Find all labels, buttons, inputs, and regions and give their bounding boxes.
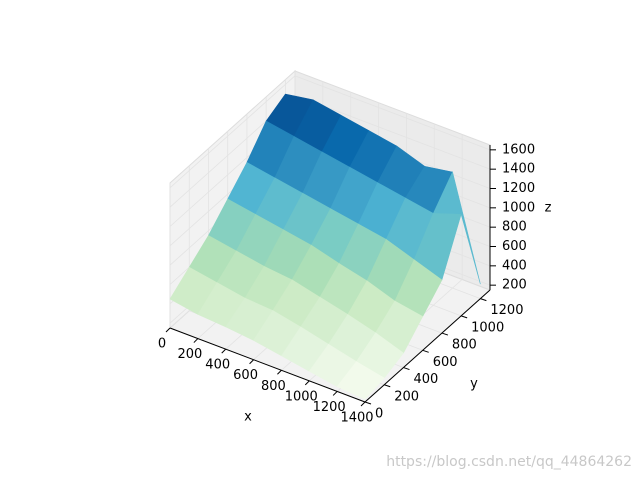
x-tick-label: 0 (158, 337, 166, 352)
y-tick-label: 0 (375, 407, 383, 422)
x-tick-label: 1200 (313, 400, 346, 415)
x-tick-label: 1400 (340, 411, 373, 426)
y-tick-label: 200 (394, 389, 419, 404)
x-tick (193, 338, 199, 343)
x-tick (221, 348, 227, 354)
y-tick-label: 1000 (471, 320, 504, 335)
watermark: https://blog.csdn.net/qq_44864262 (386, 454, 632, 470)
y-axis-label: y (470, 377, 478, 392)
surface-face (336, 361, 385, 400)
x-axis-label: x (244, 410, 252, 425)
x-tick (332, 391, 338, 396)
z-tick-label: 600 (502, 239, 527, 254)
z-tick-label: 400 (502, 258, 527, 273)
z-axis-label: z (545, 201, 552, 216)
y-tick (384, 384, 391, 388)
y-tick (480, 298, 487, 302)
y-tick-label: 600 (433, 355, 458, 370)
y-tick (422, 349, 429, 353)
y-tick (364, 401, 372, 405)
grid-line (169, 75, 296, 189)
grid-line (294, 75, 491, 151)
x-tick-label: 600 (233, 368, 258, 383)
y-tick-label: 400 (413, 372, 438, 387)
y-axis (364, 289, 491, 403)
x-tick-label: 200 (177, 347, 202, 362)
y-tick (403, 367, 410, 371)
x-tick (277, 369, 282, 375)
y-tick (460, 315, 468, 319)
x-axis (169, 327, 366, 403)
x-tick-label: 400 (205, 358, 230, 373)
surface (169, 93, 481, 400)
z-tick-label: 1600 (502, 142, 535, 157)
x-tick (304, 380, 310, 386)
z-tick-label: 1200 (502, 181, 535, 196)
x-tick (249, 359, 254, 365)
z-tick-label: 1400 (502, 162, 535, 177)
y-tick (441, 332, 449, 336)
x-tick-label: 800 (261, 379, 286, 394)
z-tick-label: 200 (502, 278, 527, 293)
z-tick-label: 1000 (502, 200, 535, 215)
y-tick-label: 800 (452, 338, 477, 353)
y-tick-label: 1200 (490, 303, 523, 318)
x-tick (360, 401, 366, 407)
z-tick-label: 800 (502, 220, 527, 235)
x-tick (165, 327, 171, 333)
x-tick-label: 1000 (285, 389, 318, 404)
